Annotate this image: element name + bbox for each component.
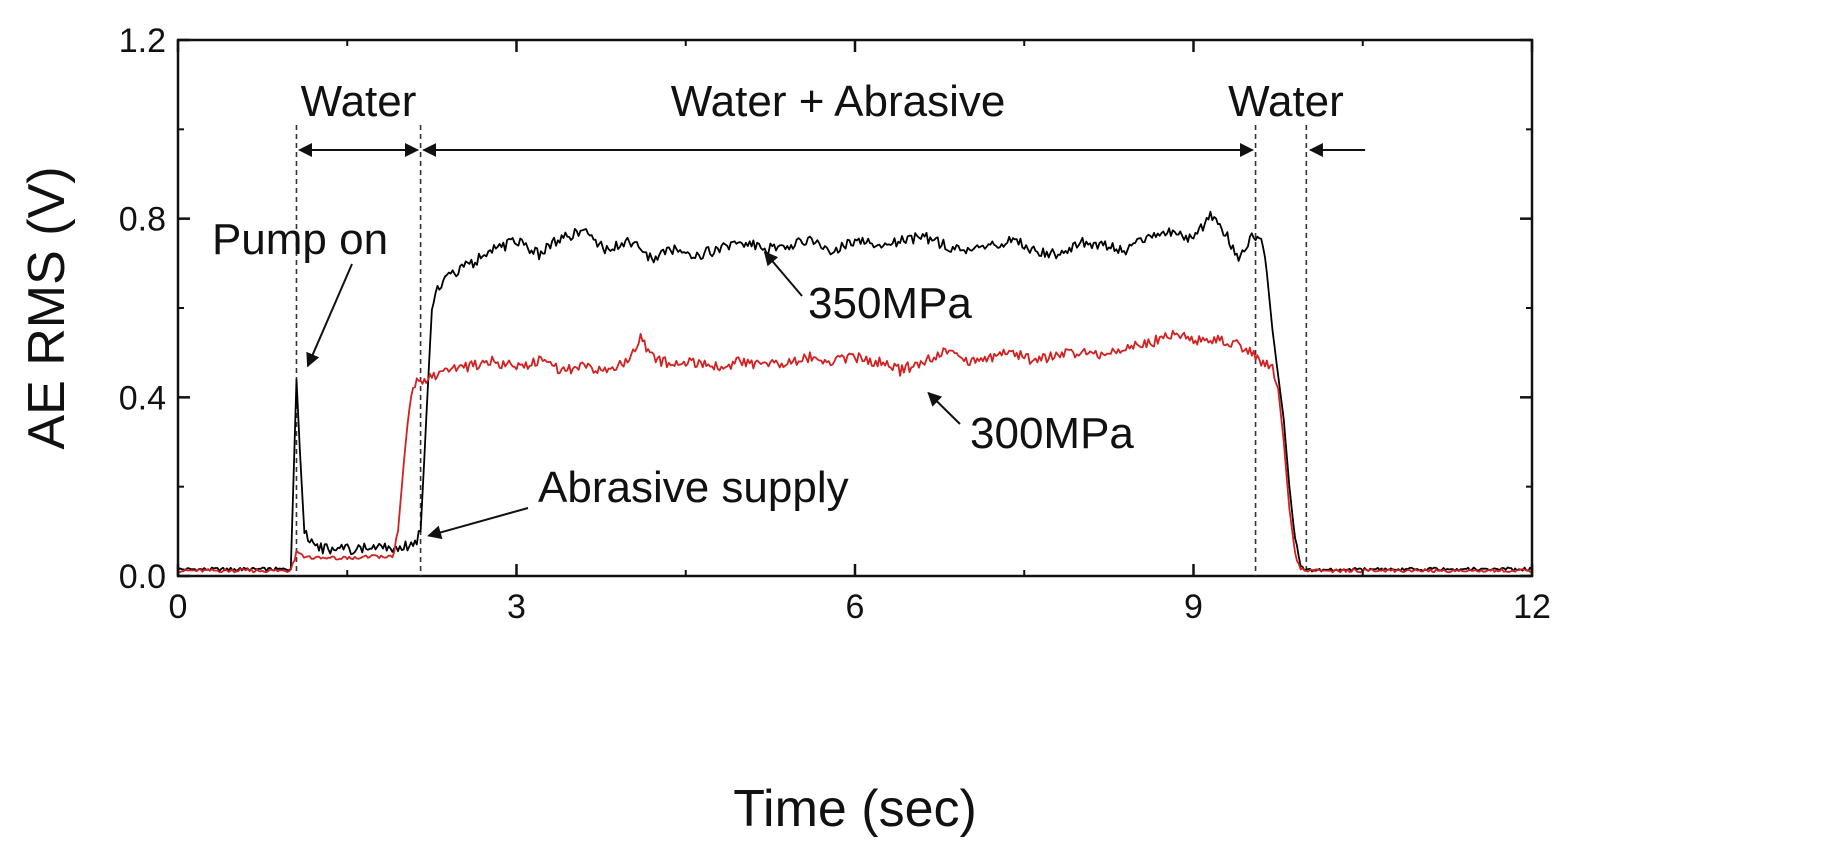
- y-tick-label: 1.2: [119, 22, 166, 60]
- series-line-350mpa: [177, 210, 1533, 573]
- x-tick-label: 6: [846, 588, 865, 626]
- series-layer: [177, 210, 1533, 574]
- annotation-label: 300MPa: [970, 409, 1134, 458]
- axis-ticks: 0 3 6 9 12 0.0 0.4 0.8 1.2: [119, 22, 1551, 626]
- phase-label: Water: [301, 77, 417, 126]
- y-tick-label: 0.4: [119, 379, 166, 417]
- phase-markers: [295, 125, 1308, 576]
- x-tick-label: 9: [1184, 588, 1203, 626]
- annotation-arrow: [306, 263, 353, 368]
- phase-spans: Water Water + Abrasive Water: [298, 77, 1366, 157]
- series-line-300mpa: [177, 329, 1533, 574]
- annotation-arrow: [427, 507, 529, 540]
- annotation-label: Abrasive supply: [538, 463, 849, 512]
- y-tick-label: 0.8: [119, 201, 166, 239]
- annotation-arrow: [927, 391, 961, 425]
- annotation-label: 350MPa: [808, 279, 972, 328]
- x-tick-label: 3: [507, 588, 526, 626]
- y-tick-label: 0.0: [119, 558, 166, 596]
- annotations: Pump on Abrasive supply 350MPa 300MPa: [212, 215, 1134, 540]
- x-tick-label: 0: [169, 588, 188, 626]
- phase-label: Water: [1228, 77, 1344, 126]
- annotation-label: Pump on: [212, 215, 388, 264]
- y-axis-title: AE RMS (V): [18, 166, 76, 449]
- x-tick-label: 12: [1513, 588, 1551, 626]
- phase-label: Water + Abrasive: [671, 77, 1006, 126]
- annotation-arrow: [763, 251, 803, 297]
- x-axis-title: Time (sec): [733, 780, 977, 838]
